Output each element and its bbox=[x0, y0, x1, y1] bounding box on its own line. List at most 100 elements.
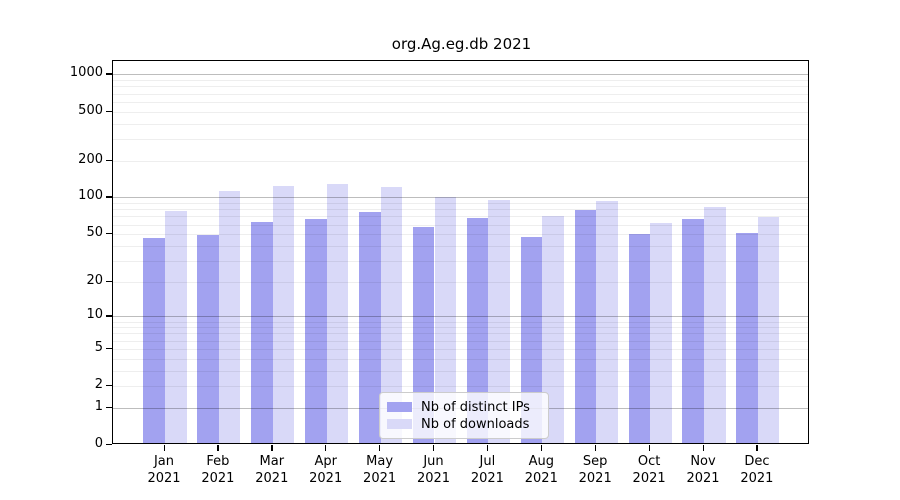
y-tick-label: 50 bbox=[86, 225, 103, 241]
y-tick-mark bbox=[106, 233, 112, 235]
x-tick-year: 2021 bbox=[201, 471, 235, 486]
x-tick-year: 2021 bbox=[147, 471, 181, 486]
minor-gridline bbox=[113, 86, 808, 88]
x-tick-year: 2021 bbox=[255, 471, 289, 486]
x-tick-year: 2021 bbox=[416, 471, 451, 486]
minor-gridline bbox=[113, 80, 808, 82]
x-tick-mark bbox=[325, 445, 327, 451]
y-tick-mark bbox=[106, 444, 112, 446]
minor-gridline bbox=[113, 333, 808, 335]
minor-gridline bbox=[113, 234, 808, 236]
x-tick-year: 2021 bbox=[740, 471, 774, 486]
y-tick-label: 500 bbox=[78, 102, 103, 118]
minor-gridline bbox=[113, 209, 808, 211]
y-tick-mark bbox=[106, 280, 112, 282]
y-tick-label: 20 bbox=[86, 272, 103, 288]
x-tick-label: Aug 2021 bbox=[511, 453, 571, 487]
bar-downloads bbox=[165, 210, 187, 443]
y-tick-label: 1 bbox=[94, 398, 103, 414]
x-tick-month: Dec bbox=[744, 454, 770, 469]
bar-downloads bbox=[218, 191, 241, 443]
x-tick-month: Mar bbox=[259, 454, 285, 469]
y-tick-mark bbox=[106, 385, 112, 387]
minor-gridline bbox=[113, 370, 808, 372]
x-tick-mark bbox=[217, 445, 219, 451]
x-tick-label: Nov 2021 bbox=[673, 453, 733, 487]
x-tick-month: Apr bbox=[314, 454, 337, 469]
x-tick-month: May bbox=[366, 454, 394, 469]
y-tick-label: 5 bbox=[94, 339, 103, 355]
x-tick-year: 2021 bbox=[363, 471, 397, 486]
y-tick-label: 10 bbox=[86, 307, 103, 323]
bar-downloads bbox=[542, 215, 564, 443]
bar-distinct-ips bbox=[628, 234, 651, 443]
y-tick-label: 200 bbox=[78, 151, 103, 167]
x-tick-label: Jul 2021 bbox=[457, 453, 517, 487]
minor-gridline bbox=[113, 203, 808, 205]
legend-item-label: Nb of distinct IPs bbox=[421, 399, 530, 415]
minor-gridline bbox=[113, 224, 808, 226]
bar-distinct-ips bbox=[736, 233, 758, 443]
bar-downloads bbox=[704, 206, 726, 443]
bar-downloads bbox=[596, 201, 618, 443]
major-gridline bbox=[113, 316, 808, 318]
y-tick-label: 2 bbox=[94, 377, 103, 393]
y-tick-mark bbox=[106, 110, 112, 112]
minor-gridline bbox=[113, 327, 808, 329]
minor-gridline bbox=[113, 111, 808, 113]
chart-title: org.Ag.eg.db 2021 bbox=[391, 35, 532, 53]
minor-gridline bbox=[113, 160, 808, 162]
legend-swatch bbox=[387, 419, 412, 429]
bar-distinct-ips bbox=[574, 209, 597, 443]
bar-distinct-ips bbox=[466, 217, 489, 443]
x-tick-year: 2021 bbox=[632, 471, 666, 486]
major-gridline bbox=[113, 197, 808, 199]
bar-downloads bbox=[488, 199, 510, 443]
bar-distinct-ips bbox=[359, 212, 381, 443]
x-tick-mark bbox=[163, 445, 165, 451]
minor-gridline bbox=[113, 216, 808, 218]
minor-gridline bbox=[113, 101, 808, 103]
x-tick-month: Sep bbox=[582, 454, 608, 469]
bar-distinct-ips bbox=[412, 227, 435, 443]
x-tick-month: Jan bbox=[153, 454, 175, 469]
y-tick-mark bbox=[106, 406, 112, 409]
bar-distinct-ips bbox=[197, 235, 219, 443]
x-tick-mark bbox=[594, 445, 596, 451]
minor-gridline bbox=[113, 358, 808, 360]
x-tick-month: Oct bbox=[637, 454, 661, 469]
x-tick-label: Feb 2021 bbox=[188, 453, 248, 487]
y-tick-mark bbox=[106, 159, 112, 161]
x-tick-label: Oct 2021 bbox=[619, 453, 679, 487]
bar-downloads bbox=[380, 186, 403, 443]
minor-gridline bbox=[113, 93, 808, 95]
y-tick-label: 100 bbox=[78, 188, 103, 204]
x-tick-year: 2021 bbox=[686, 471, 720, 486]
x-tick-mark bbox=[379, 445, 381, 451]
bar-distinct-ips bbox=[305, 218, 327, 443]
legend-swatch bbox=[387, 402, 412, 412]
minor-gridline bbox=[113, 138, 808, 140]
x-tick-year: 2021 bbox=[309, 471, 343, 486]
bar-distinct-ips bbox=[251, 221, 273, 443]
bar-distinct-ips bbox=[143, 238, 165, 443]
x-tick-label: May 2021 bbox=[350, 453, 410, 487]
minor-gridline bbox=[113, 348, 808, 350]
bar-distinct-ips bbox=[520, 237, 543, 443]
bar-downloads bbox=[326, 183, 349, 443]
minor-gridline bbox=[113, 281, 808, 283]
x-tick-label: Mar 2021 bbox=[242, 453, 302, 487]
x-tick-mark bbox=[756, 445, 758, 451]
x-tick-mark bbox=[648, 445, 650, 451]
y-tick-mark bbox=[106, 196, 112, 198]
minor-gridline bbox=[113, 340, 808, 342]
y-tick-label: 0 bbox=[94, 436, 103, 451]
y-tick-mark bbox=[106, 347, 112, 350]
x-tick-mark bbox=[486, 445, 489, 451]
minor-gridline bbox=[113, 123, 808, 125]
bar-downloads bbox=[434, 196, 457, 443]
x-tick-label: Jan 2021 bbox=[134, 453, 194, 487]
y-tick-mark bbox=[106, 315, 112, 317]
legend-row: Nb of downloads bbox=[387, 416, 540, 432]
